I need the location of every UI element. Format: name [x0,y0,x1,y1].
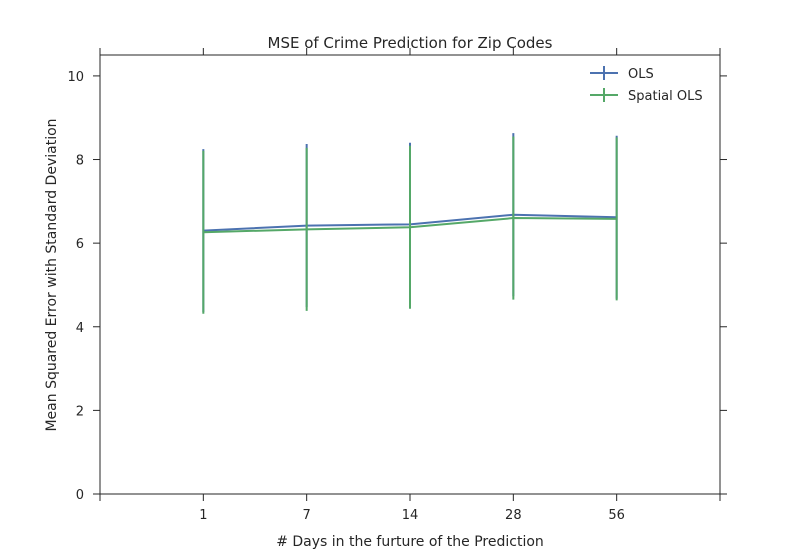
x-tick-label: 14 [402,508,419,523]
series-layer [202,133,618,314]
legend-spatial-ols-label: Spatial OLS [628,89,703,104]
x-tick-label: 28 [505,508,522,523]
legend: OLS Spatial OLS [590,66,703,104]
x-ticks: 1 7 14 28 56 [99,48,721,523]
y-axis-label: Mean Squared Error with Standard Deviati… [44,118,60,431]
x-tick-label: 56 [608,508,625,523]
y-tick-label: 2 [76,404,84,419]
x-axis-label: # Days in the furture of the Prediction [276,534,544,550]
y-tick-label: 10 [67,70,84,85]
y-tick-label: 6 [76,237,84,252]
x-tick-label: 7 [303,508,311,523]
chart-title: MSE of Crime Prediction for Zip Codes [268,34,553,52]
x-tick-label: 1 [199,508,207,523]
legend-ols-label: OLS [628,67,654,82]
y-tick-label: 0 [76,488,84,503]
y-ticks: 0 2 4 6 8 10 [67,70,727,503]
y-tick-label: 4 [76,321,84,336]
y-tick-label: 8 [76,154,84,169]
